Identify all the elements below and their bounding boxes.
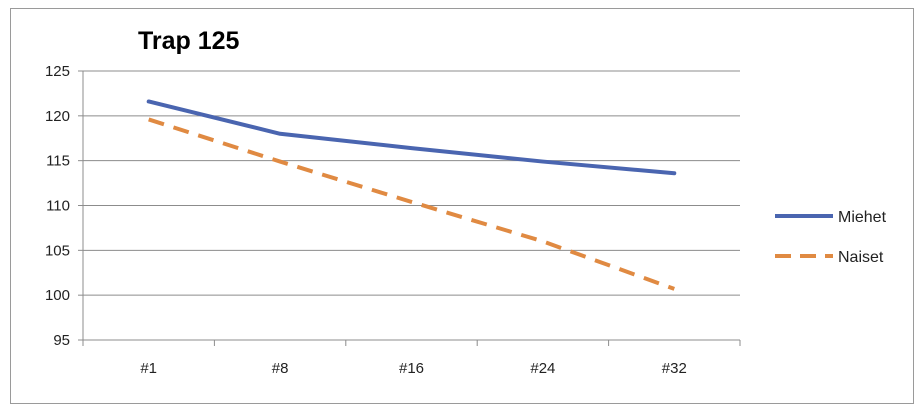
x-tick-label: #32	[662, 360, 687, 377]
y-tick-label: 110	[46, 198, 70, 215]
x-tick-label: #16	[399, 360, 424, 377]
series-line-miehet	[146, 99, 677, 176]
x-tick-labels: #1 #8 #16 #24 #32	[140, 360, 686, 377]
y-tick-label: 115	[46, 153, 70, 170]
x-tick-label: #1	[140, 360, 157, 377]
series-line-naiset	[148, 117, 675, 291]
x-tick-label: #8	[272, 360, 289, 377]
legend-label-miehet: Miehet	[838, 209, 887, 226]
y-tick-label: 125	[45, 63, 70, 80]
y-tick-label: 95	[53, 332, 70, 349]
y-tick-label: 100	[45, 287, 70, 304]
y-tick-label: 120	[45, 108, 70, 125]
y-tick-labels: 95 100 105 110 115 120 125	[45, 63, 70, 349]
legend: Miehet Naiset	[775, 209, 887, 266]
legend-label-naiset: Naiset	[838, 249, 884, 266]
y-tick-label: 105	[45, 242, 70, 259]
axes	[78, 70, 741, 346]
x-tick-label: #24	[530, 360, 555, 377]
chart-title: Trap 125	[138, 27, 240, 55]
series-lines	[146, 99, 677, 291]
grid	[83, 70, 740, 296]
